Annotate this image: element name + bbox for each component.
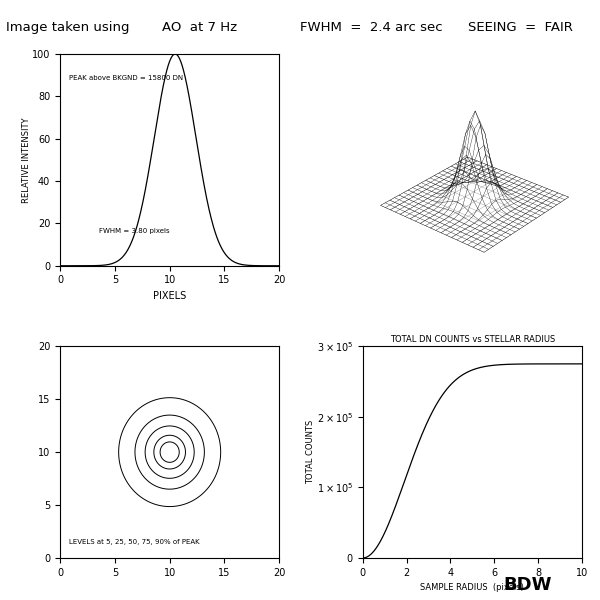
Text: FWHM = 3.80 pixels: FWHM = 3.80 pixels <box>100 228 170 234</box>
X-axis label: SAMPLE RADIUS  (pixels): SAMPLE RADIUS (pixels) <box>421 583 524 592</box>
Y-axis label: RELATIVE INTENSITY: RELATIVE INTENSITY <box>22 117 31 203</box>
Text: PEAK above BKGND = 15800 DN: PEAK above BKGND = 15800 DN <box>69 75 183 81</box>
Text: Image taken using: Image taken using <box>6 21 130 34</box>
X-axis label: PIXELS: PIXELS <box>153 291 186 301</box>
Text: BDW: BDW <box>504 576 552 594</box>
Text: FWHM  =  2.4 arc sec: FWHM = 2.4 arc sec <box>300 21 443 34</box>
Y-axis label: TOTAL COUNTS: TOTAL COUNTS <box>306 420 315 484</box>
Text: AO  at 7 Hz: AO at 7 Hz <box>162 21 237 34</box>
Title: TOTAL DN COUNTS vs STELLAR RADIUS: TOTAL DN COUNTS vs STELLAR RADIUS <box>390 335 555 344</box>
Text: SEEING  =  FAIR: SEEING = FAIR <box>468 21 573 34</box>
Text: LEVELS at 5, 25, 50, 75, 90% of PEAK: LEVELS at 5, 25, 50, 75, 90% of PEAK <box>69 539 199 545</box>
